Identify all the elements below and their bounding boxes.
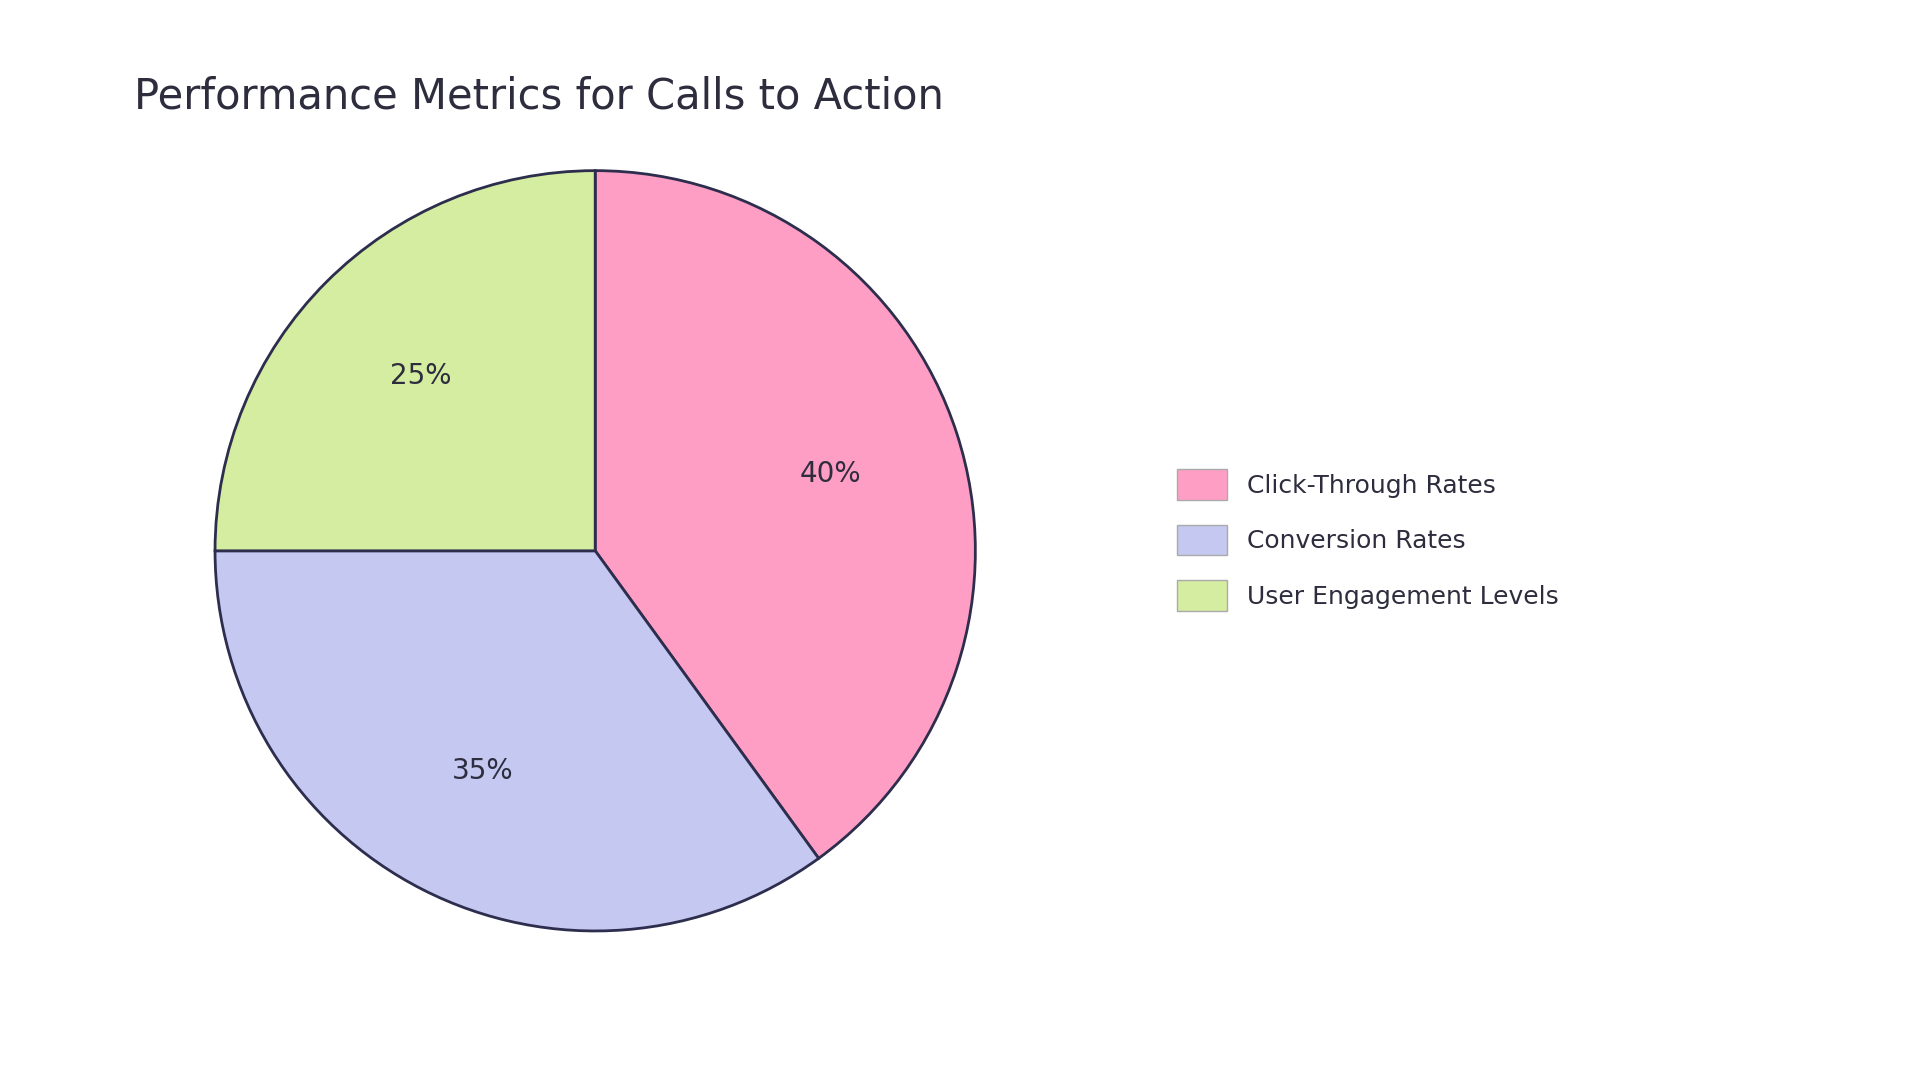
Text: 35%: 35%	[453, 757, 515, 785]
Text: 25%: 25%	[390, 362, 451, 390]
Legend: Click-Through Rates, Conversion Rates, User Engagement Levels: Click-Through Rates, Conversion Rates, U…	[1165, 457, 1571, 623]
Text: 40%: 40%	[799, 460, 860, 488]
Wedge shape	[595, 171, 975, 859]
Wedge shape	[215, 171, 595, 551]
Text: Performance Metrics for Calls to Action: Performance Metrics for Calls to Action	[134, 76, 945, 118]
Wedge shape	[215, 551, 818, 931]
